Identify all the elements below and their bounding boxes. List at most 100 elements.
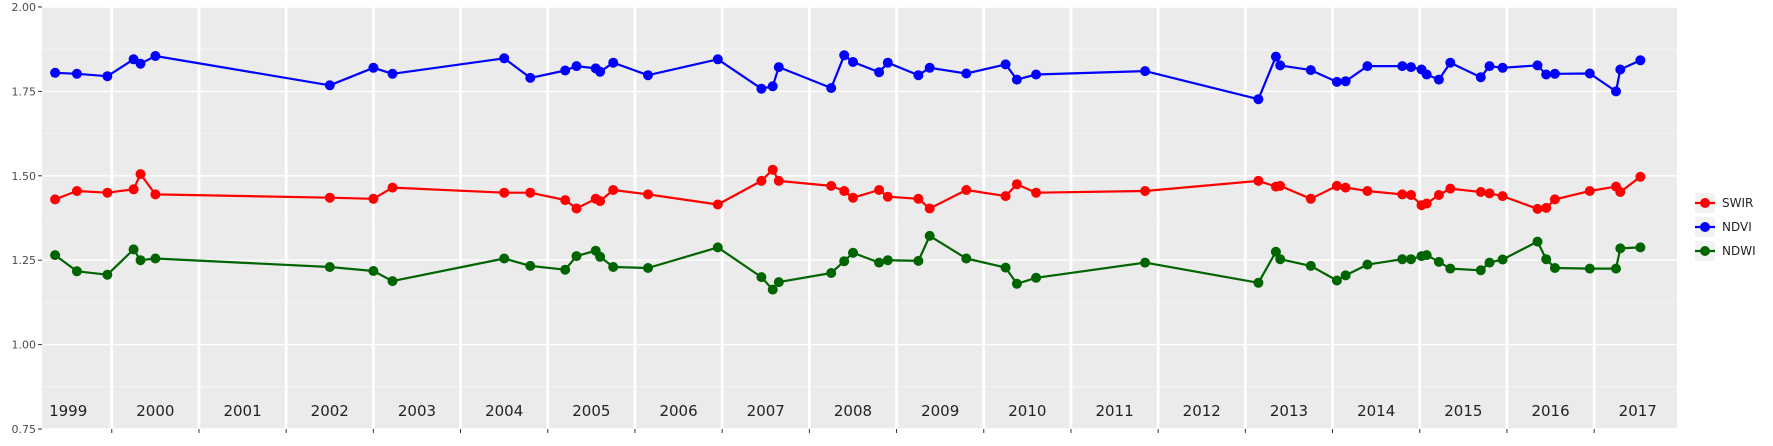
data-point-ndwi (1484, 257, 1495, 268)
data-point-ndwi (1433, 256, 1444, 267)
data-point-ndvi (1011, 74, 1022, 85)
data-point-ndwi (1532, 236, 1543, 247)
year-labels: 1999 2000 2001 2002 2003 2004 2005 2006 2007 2008… (49, 402, 1657, 420)
data-point-ndvi (102, 71, 113, 82)
data-point-ndvi (839, 50, 850, 61)
data-point-ndwi (874, 257, 885, 268)
data-point-swir (1433, 190, 1444, 200)
data-point-ndvi (150, 51, 161, 61)
legend: SWIR NDVI NDWI (1695, 193, 1756, 261)
data-point-ndvi (1362, 61, 1373, 72)
data-point-ndvi (1615, 64, 1626, 75)
data-point-swir (1340, 182, 1351, 193)
data-point-swir (1445, 183, 1456, 194)
data-point-ndvi (1433, 74, 1444, 85)
data-point-swir (1331, 180, 1342, 191)
data-point-ndwi (368, 266, 379, 276)
year-label: 2014 (1357, 402, 1395, 420)
data-point-ndwi (882, 255, 893, 266)
data-point-swir (1253, 175, 1264, 186)
data-point-ndwi (324, 262, 335, 272)
data-point-ndwi (1275, 254, 1286, 265)
data-point-ndwi (387, 276, 398, 287)
data-point-ndwi (643, 263, 653, 273)
data-point-ndwi (1397, 254, 1408, 265)
data-point-ndwi (1541, 254, 1552, 265)
data-point-ndwi (712, 242, 723, 253)
legend-label-swir: SWIR (1722, 196, 1753, 210)
data-point-ndvi (848, 57, 858, 67)
year-label: 2015 (1444, 402, 1482, 420)
y-tick-label: 1.75 (12, 85, 37, 98)
data-point-swir (50, 194, 61, 205)
data-point-swir (1635, 171, 1646, 182)
data-point-swir (324, 192, 335, 203)
data-point-ndvi (1397, 61, 1408, 72)
data-point-swir (1305, 193, 1316, 204)
data-point-ndvi (499, 53, 510, 64)
data-point-ndwi (961, 253, 972, 264)
data-point-ndvi (560, 65, 571, 76)
series-line-ndvi (55, 54, 1641, 101)
data-point-swir (924, 203, 935, 214)
data-point-ndwi (595, 251, 606, 262)
data-point-ndvi (1475, 72, 1486, 83)
data-point-ndwi (102, 269, 113, 280)
data-point-ndvi (913, 70, 924, 81)
year-label: 2003 (398, 402, 436, 420)
data-point-swir (1275, 180, 1286, 191)
data-point-ndwi (608, 262, 619, 272)
data-point-ndvi (1421, 69, 1432, 80)
legend-label-ndvi: NDVI (1722, 220, 1752, 234)
data-point-ndvi (643, 70, 653, 81)
x-axis (111, 429, 1595, 433)
data-point-swir (1140, 186, 1151, 196)
year-label: 2007 (747, 402, 785, 420)
data-point-ndvi (1340, 76, 1351, 87)
data-point-swir (1475, 187, 1486, 197)
data-point-swir (1011, 179, 1022, 190)
data-point-swir (712, 199, 723, 210)
data-point-swir (1549, 194, 1560, 205)
data-point-swir (839, 186, 850, 196)
data-point-swir (913, 193, 924, 204)
year-label: 2004 (485, 402, 523, 420)
data-point-swir (1484, 188, 1495, 199)
year-label: 2012 (1183, 402, 1221, 420)
data-point-ndvi (874, 67, 885, 78)
data-point-swir (1532, 203, 1543, 214)
data-point-ndvi (712, 54, 723, 65)
data-point-ndvi (1635, 55, 1646, 66)
data-point-ndvi (608, 57, 619, 68)
data-point-swir (874, 185, 885, 195)
data-point-ndwi (560, 264, 571, 275)
data-point-ndvi (961, 68, 972, 79)
data-point-swir (135, 169, 146, 180)
data-point-ndvi (1305, 65, 1316, 76)
data-point-ndvi (1497, 62, 1508, 73)
data-point-ndwi (826, 268, 837, 278)
data-point-ndvi (1406, 62, 1416, 73)
year-label: 2002 (311, 402, 349, 420)
data-point-ndvi (882, 57, 893, 68)
data-point-ndwi (839, 256, 850, 267)
data-point-ndvi (1253, 94, 1264, 105)
year-label: 2000 (136, 402, 174, 420)
data-point-swir (961, 185, 972, 195)
year-label: 2009 (921, 402, 959, 420)
data-point-swir (608, 185, 619, 195)
data-point-swir (826, 180, 837, 191)
data-point-swir (756, 175, 767, 186)
data-point-ndvi (767, 81, 778, 92)
y-tick-label: 0.75 (12, 423, 37, 436)
y-tick-label: 2.00 (12, 1, 37, 14)
data-point-swir (848, 192, 858, 203)
data-point-ndvi (1584, 68, 1595, 79)
data-point-ndwi (1611, 263, 1621, 274)
y-axis: 0.75 1.00 1.25 1.50 1.75 2.00 (12, 1, 42, 436)
data-point-ndwi (1270, 246, 1281, 257)
grid-minor (42, 48, 1677, 388)
data-point-ndvi (368, 62, 379, 73)
data-point-ndvi (71, 68, 82, 79)
legend-label-ndwi: NDWI (1722, 244, 1756, 258)
